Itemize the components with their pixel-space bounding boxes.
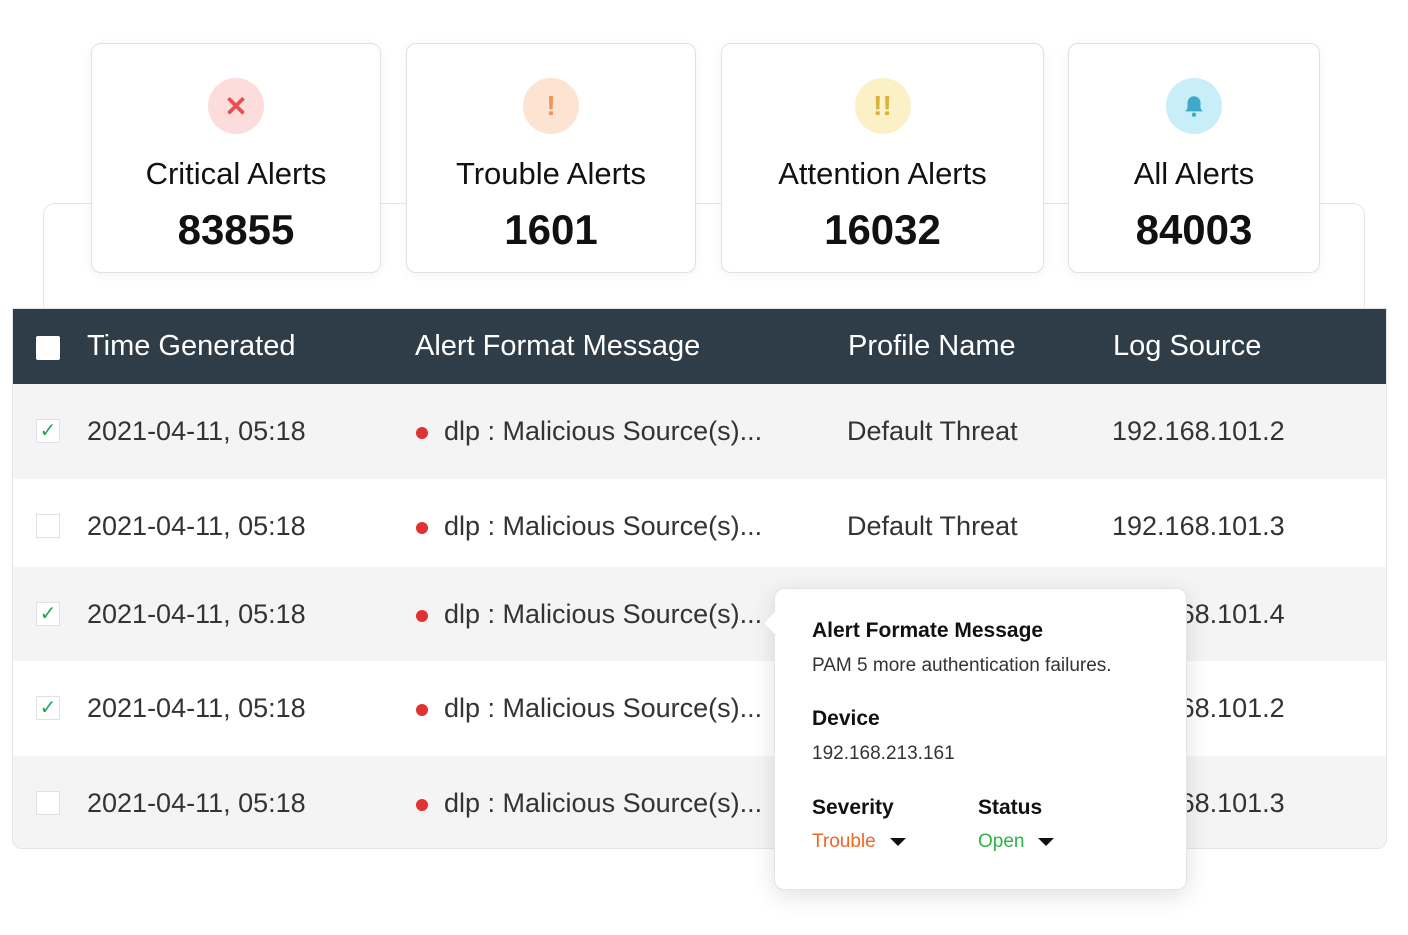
alert-message[interactable]: dlp : Malicious Source(s)... (444, 599, 763, 629)
card-label: Critical Alerts (145, 156, 327, 191)
alert-message[interactable]: dlp : Malicious Source(s)... (444, 416, 763, 446)
alert-details-tooltip: Alert Formate Message PAM 5 more authent… (762, 588, 1187, 890)
row-checkbox[interactable]: ✓ (36, 696, 60, 720)
alert-message[interactable]: dlp : Malicious Source(s)... (444, 693, 763, 723)
caret-down-icon (1038, 837, 1055, 846)
card-all-alerts[interactable]: All Alerts 84003 (1068, 43, 1320, 273)
status-label: Status (978, 796, 1043, 819)
header-log-source[interactable]: Log Source (1113, 330, 1262, 362)
time-generated: 2021-04-11, 05:18 (87, 511, 306, 541)
time-generated: 2021-04-11, 05:18 (87, 693, 306, 723)
card-attention-alerts[interactable]: !! Attention Alerts 16032 (721, 43, 1044, 273)
critical-dot-icon (416, 704, 428, 716)
exclamation-icon: ! (523, 78, 579, 134)
critical-dot-icon (416, 799, 428, 811)
time-generated: 2021-04-11, 05:18 (87, 788, 306, 818)
message-label: Alert Formate Message (812, 619, 1044, 642)
x-icon: ✕ (208, 78, 264, 134)
row-checkbox[interactable] (36, 791, 60, 815)
severity-value: Trouble (812, 831, 876, 852)
alert-message[interactable]: dlp : Malicious Source(s)... (444, 511, 763, 541)
critical-dot-icon (416, 522, 428, 534)
critical-dot-icon (416, 427, 428, 439)
header-alert-format-message[interactable]: Alert Format Message (415, 330, 701, 362)
card-count: 1601 (504, 206, 598, 253)
bell-icon (1166, 78, 1222, 134)
select-all-checkbox[interactable] (36, 336, 60, 360)
card-count: 84003 (1135, 206, 1253, 253)
table-row[interactable]: ✓ 2021-04-11, 05:18 dlp : Malicious Sour… (13, 661, 1386, 756)
header-time-generated[interactable]: Time Generated (87, 330, 296, 362)
card-critical-alerts[interactable]: ✕ Critical Alerts 83855 (91, 43, 381, 273)
message-value: PAM 5 more authentication failures. (812, 655, 1112, 676)
log-source: 192.168.101.2 (1112, 416, 1285, 446)
status-dropdown[interactable]: Open (978, 831, 1055, 853)
profile-name: Default Threat (847, 416, 1018, 446)
double-exclamation-icon: !! (854, 78, 911, 134)
time-generated: 2021-04-11, 05:18 (87, 599, 306, 629)
card-count: 16032 (824, 206, 941, 253)
severity-dropdown[interactable]: Trouble (812, 831, 906, 853)
card-label: Attention Alerts (778, 156, 987, 191)
time-generated: 2021-04-11, 05:18 (87, 416, 306, 446)
log-source: 192.168.101.3 (1112, 511, 1285, 541)
device-value: 192.168.213.161 (812, 743, 955, 764)
card-label: Trouble Alerts (455, 156, 647, 191)
table-row[interactable]: 2021-04-11, 05:18 dlp : Malicious Source… (13, 479, 1386, 567)
caret-down-icon (889, 837, 906, 846)
severity-label: Severity (812, 796, 894, 819)
device-label: Device (812, 707, 880, 730)
card-count: 83855 (177, 206, 295, 253)
table-header: Time Generated Alert Format Message Prof… (13, 309, 1386, 384)
status-value: Open (978, 831, 1025, 852)
card-label: All Alerts (1133, 156, 1255, 191)
profile-name: Default Threat (847, 511, 1018, 541)
card-trouble-alerts[interactable]: ! Trouble Alerts 1601 (406, 43, 696, 273)
row-checkbox[interactable]: ✓ (36, 419, 60, 443)
row-checkbox[interactable] (36, 514, 60, 538)
table-row[interactable]: ✓ 2021-04-11, 05:18 dlp : Malicious Sour… (13, 384, 1386, 479)
alert-message[interactable]: dlp : Malicious Source(s)... (444, 788, 763, 818)
row-checkbox[interactable]: ✓ (36, 602, 60, 626)
critical-dot-icon (416, 610, 428, 622)
header-profile-name[interactable]: Profile Name (848, 330, 1016, 362)
